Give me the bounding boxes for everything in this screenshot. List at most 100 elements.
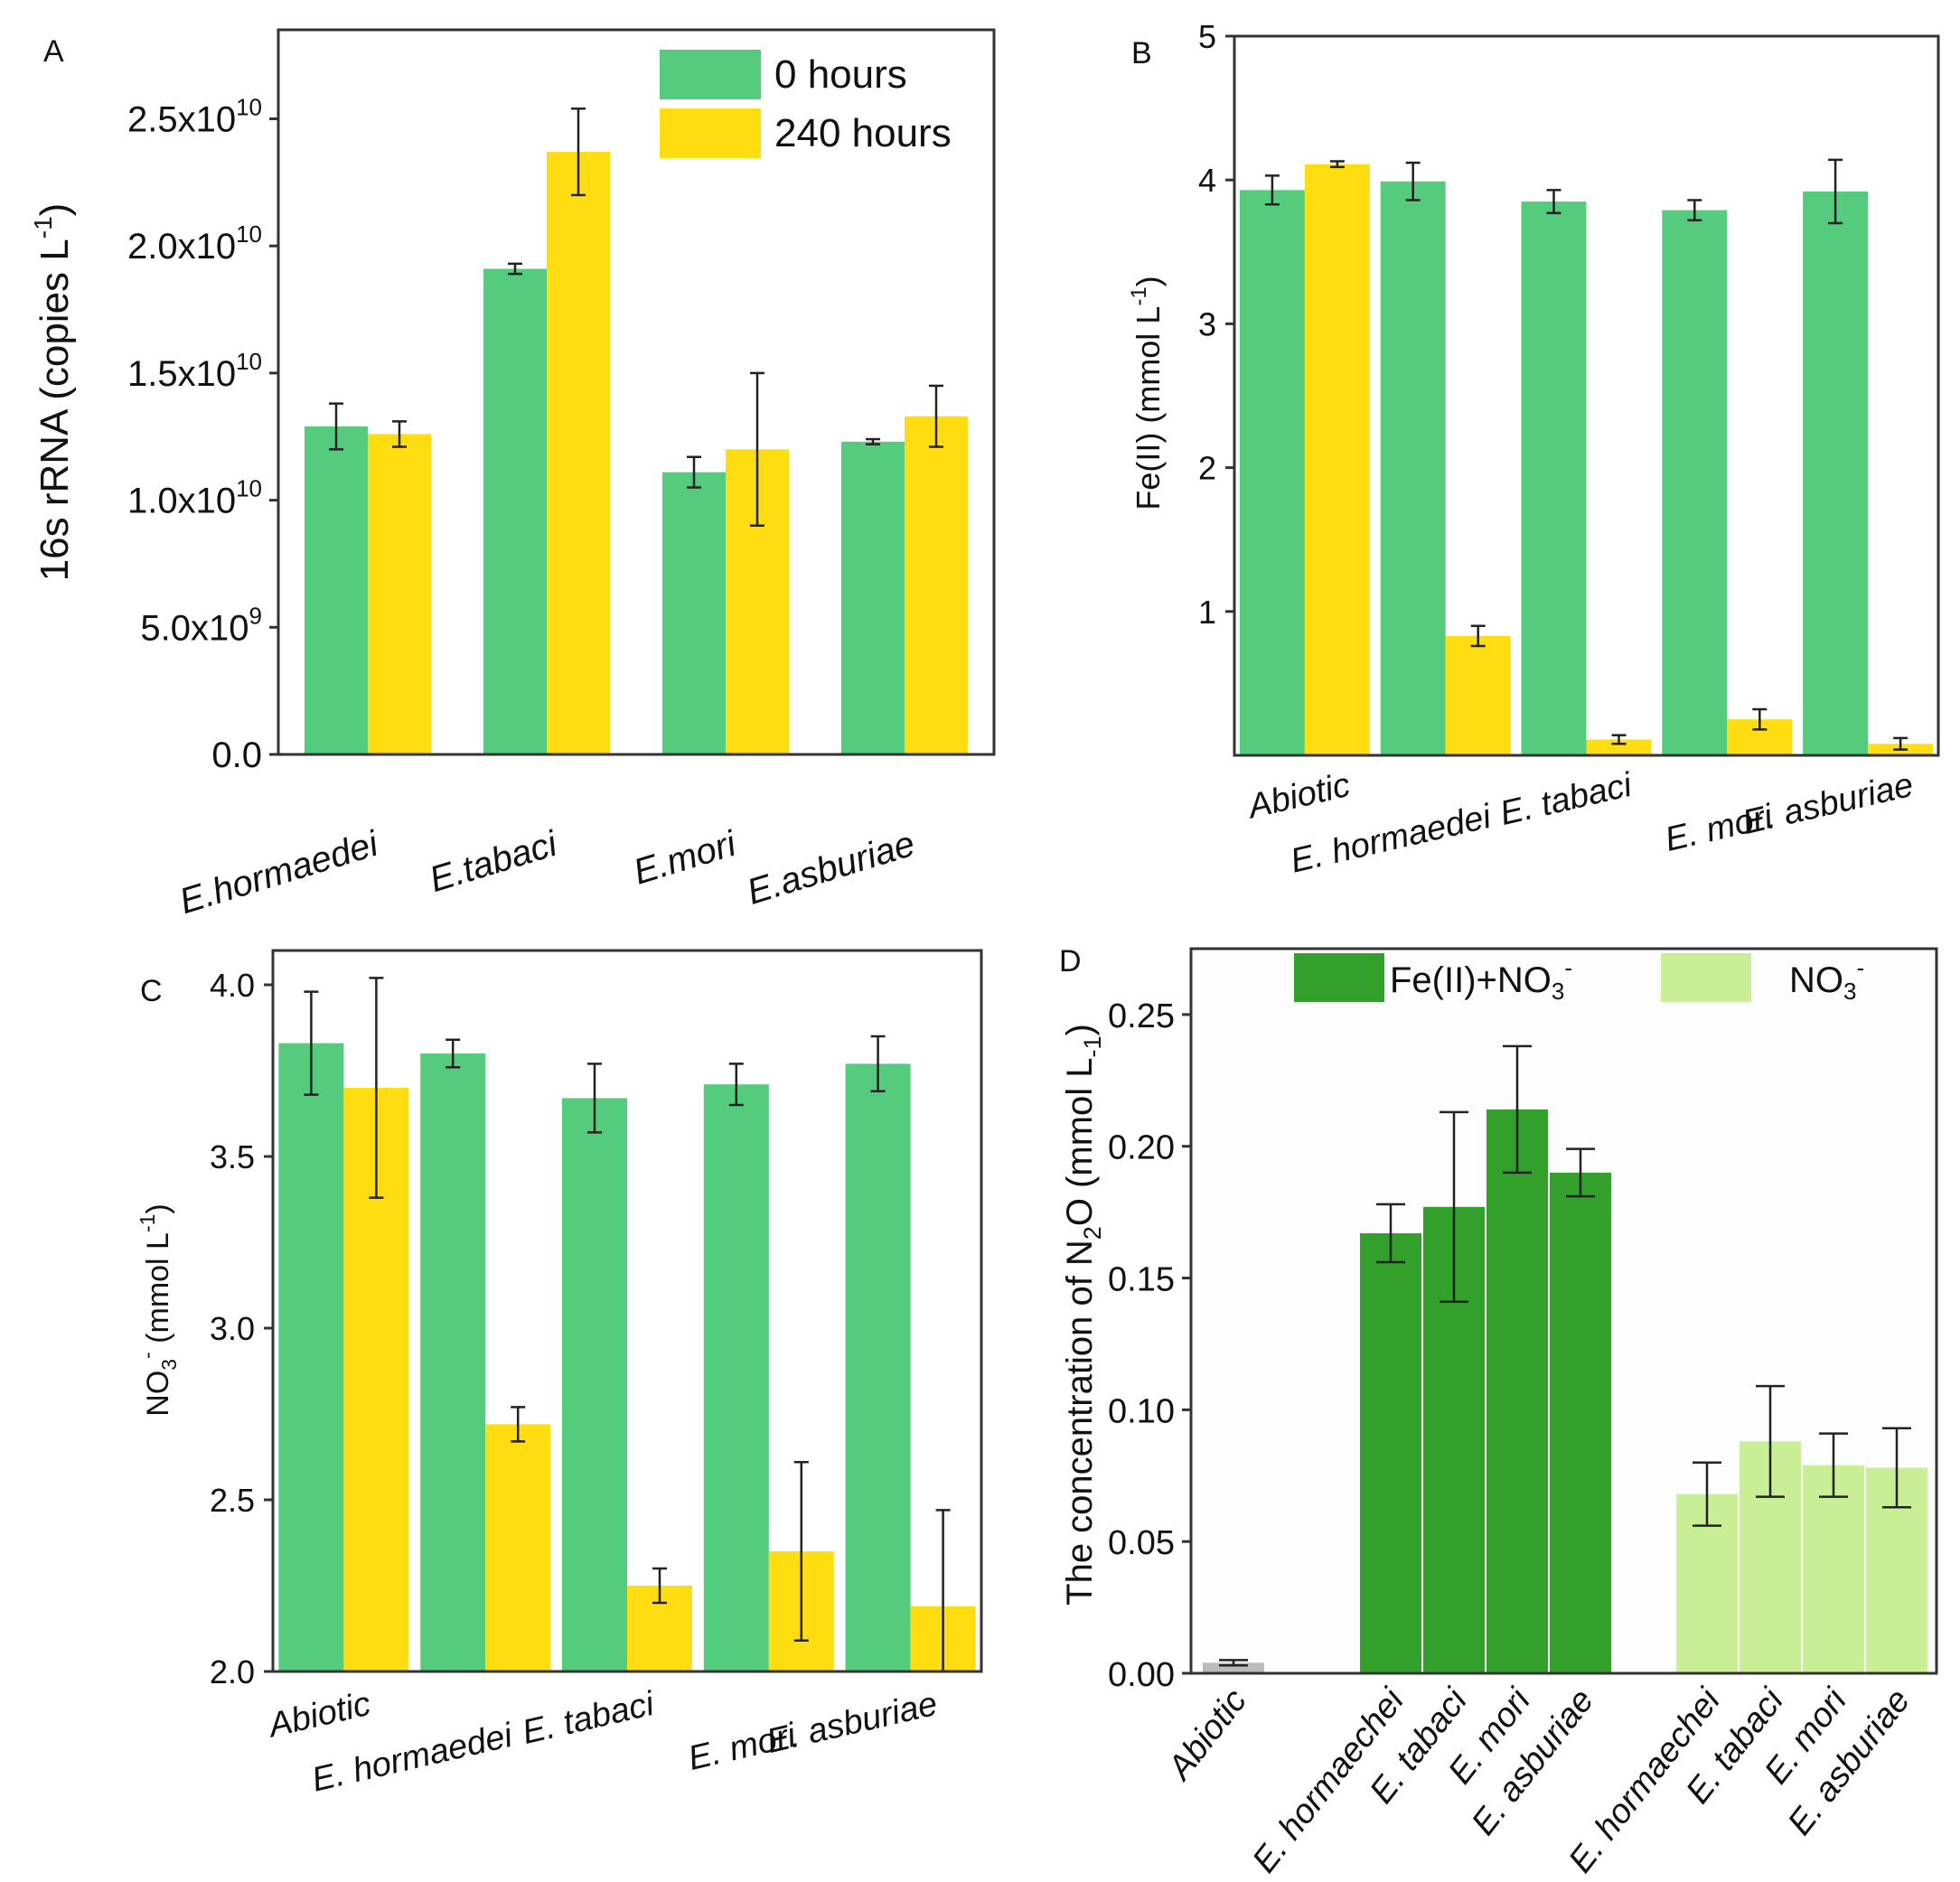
panel-a-errorbar-0h-0 [329, 402, 343, 451]
panel-a-xtick-label-3: E.asburiae [743, 824, 920, 913]
panel-c-errorbar-240h-3 [793, 1460, 809, 1643]
panel-a-ytick-label-5: 2.5x1010 [127, 93, 262, 139]
panel-c-xtick-label-0: Abiotic [263, 1685, 374, 1746]
panel-d-ylabel: The concentration of N2O (mmol L-1) [1060, 1024, 1106, 1606]
panel-d-legend-fe-sub: 3 [1552, 978, 1564, 1005]
panel-a-errorbar-240h-3 [929, 384, 943, 448]
panel-a-frame [277, 28, 996, 756]
panel-d-bar-abiotic-0 [1203, 1662, 1264, 1673]
panel-a-ylabel: 16s rRNA (copies L-1) [29, 203, 77, 582]
panel-a-ytick-label-2: 1.0x1010 [127, 475, 262, 521]
panel-c-ytick-label-0: 2.0 [210, 1653, 255, 1690]
panel-a-ytick-mantissa: 2.5x10 [127, 99, 236, 139]
panel-c-ylabel-sup: - [136, 1352, 159, 1359]
panel-a-ytick-mantissa: 1.0x10 [127, 482, 236, 521]
panel-b-errorbar-0h-1 [1405, 161, 1421, 201]
panel-a-ytick-label-3: 1.5x1010 [127, 348, 262, 394]
panel-d-legend-no3-sup: - [1856, 954, 1864, 981]
panel-c-errorbar-0h-1 [445, 1038, 461, 1069]
panel-d-bar-fe-3 [1486, 1109, 1548, 1673]
panel-a-ytick-exponent: 10 [236, 220, 262, 248]
panel-a-errorbar-240h-2 [750, 371, 764, 527]
panel-c-bar-0h-1 [420, 1053, 486, 1671]
panel-a-ylabel-sup: -1 [29, 216, 57, 239]
panel-b-errorbar-240h-4 [1893, 736, 1908, 751]
panel-b-bar-0h-4 [1803, 191, 1869, 755]
panel-a-bar-240h-0 [368, 434, 431, 754]
panel-b-bar-240h-0 [1304, 164, 1370, 756]
panel-c-ylabel-mid: (mmol L [141, 1232, 175, 1352]
panel-c-ytick-label-4: 4.0 [210, 967, 255, 1004]
panel-c-bar-0h-4 [845, 1063, 911, 1671]
panel-c-errorbar-240h-2 [652, 1567, 667, 1605]
panel-d-bar-fe-1 [1360, 1232, 1421, 1673]
panel-d-bar-fe-4 [1550, 1172, 1611, 1673]
panel-d-ytick-label-5: 0.25 [1108, 997, 1175, 1035]
panel-a-ytick-mantissa: 1.5x10 [127, 354, 236, 394]
panel-a-ytick-mantissa: 5.0x10 [140, 608, 249, 648]
panel-a-letter: A [43, 34, 64, 69]
panel-d-errorbar-abiotic-0 [1219, 1659, 1248, 1667]
panel-d-ytick-label-4: 0.20 [1108, 1129, 1175, 1167]
panel-a-legend-label-0: 0 hours [774, 52, 907, 97]
panel-a-ytick-label-0: 0.0 [211, 735, 262, 775]
panel-c-ytick-label-1: 2.5 [210, 1482, 255, 1519]
panel-a-legend: 0 hours 240 hours [660, 50, 952, 158]
panel-d-letter: D [1059, 944, 1082, 978]
panel-b-bar-0h-3 [1662, 210, 1728, 755]
panel-d-ylabel-sup: -1 [1079, 1035, 1106, 1057]
panel-a-xtick-label-1: E.tabaci [425, 823, 562, 900]
panel-d-frame [1189, 947, 1938, 1675]
panel-a-legend-swatch-0 [660, 50, 761, 99]
panel-c-letter: C [140, 974, 163, 1008]
panel-d-errorbar-no3-5 [1693, 1461, 1721, 1527]
panel-a-bar-0h-2 [662, 472, 726, 754]
panel-c-ylabel-sub: 3 [157, 1359, 181, 1371]
panel-a-ytick-exponent: 9 [249, 602, 262, 629]
panel-c-errorbar-0h-4 [870, 1035, 886, 1093]
panel-d-ylabel-close: ) [1060, 1024, 1100, 1035]
panel-d-legend-label-fe: Fe(II)+NO3- [1390, 954, 1572, 1005]
panel-b-frame [1233, 34, 1940, 757]
panel-b-bar-0h-1 [1380, 181, 1446, 756]
panel-d-errorbar-fe-1 [1376, 1203, 1405, 1264]
panel-b-errorbar-240h-1 [1470, 624, 1486, 648]
panel-a-ytick-label-1: 5.0x109 [140, 602, 262, 648]
panel-c-xtick-label-4: E. asburiae [763, 1685, 941, 1761]
panel-d-errorbar-fe-2 [1440, 1110, 1468, 1304]
panel-b-bar-240h-2 [1586, 739, 1652, 755]
panel-c-bar-0h-3 [703, 1084, 769, 1671]
panel-a-legend-swatch-1 [660, 108, 761, 158]
panel-c-errorbar-0h-2 [587, 1063, 602, 1134]
panel-a-legend-label-1: 240 hours [774, 111, 952, 155]
panel-b-errorbar-240h-2 [1611, 734, 1627, 745]
panel-d-legend-swatch-no3 [1661, 953, 1751, 1002]
panel-a-errorbar-240h-1 [571, 107, 586, 197]
panel-b-ytick-label-0: 1 [1198, 594, 1216, 631]
panel-b-ylabel-close: ) [1130, 276, 1167, 286]
panel-d-errorbar-no3-6 [1756, 1384, 1785, 1498]
panel-d-legend-no3-main: NO [1789, 960, 1843, 1000]
panel-a-ytick-exponent: 10 [236, 348, 262, 375]
panel-c-ylabel-sup2: -1 [136, 1214, 159, 1232]
panel-a-bar-240h-1 [547, 152, 610, 755]
panel-d-ytick-label-3: 0.15 [1108, 1261, 1175, 1299]
panel-d-bar-no3-7 [1803, 1465, 1864, 1673]
panel-a-bar-0h-1 [483, 268, 547, 754]
panel-a-ytick-exponent: 10 [236, 93, 262, 120]
panel-b-xtick-label-4: E. asburiae [1739, 766, 1917, 842]
panel-a-errorbar-0h-1 [508, 262, 522, 276]
panel-c-ytick-label-3: 3.5 [210, 1138, 255, 1175]
panel-b-ylabel-main: Fe(II) (mmol L [1130, 306, 1167, 510]
panel-c-errorbar-0h-0 [304, 990, 319, 1096]
panel-c-frame [271, 949, 983, 1673]
panel-c-ylabel: NO3- (mmol L-1) [136, 1203, 181, 1416]
panel-d-ylabel-mid: O (mmol L [1060, 1057, 1100, 1226]
panel-a-ylabel-close: ) [33, 203, 77, 217]
panel-c-ylabel-close: ) [141, 1203, 175, 1213]
panel-b-errorbar-240h-0 [1329, 160, 1345, 169]
panel-b-ytick-label-1: 2 [1198, 450, 1216, 487]
panel-a-errorbar-240h-0 [392, 420, 407, 448]
panel-d-errorbar-no3-8 [1882, 1427, 1911, 1509]
